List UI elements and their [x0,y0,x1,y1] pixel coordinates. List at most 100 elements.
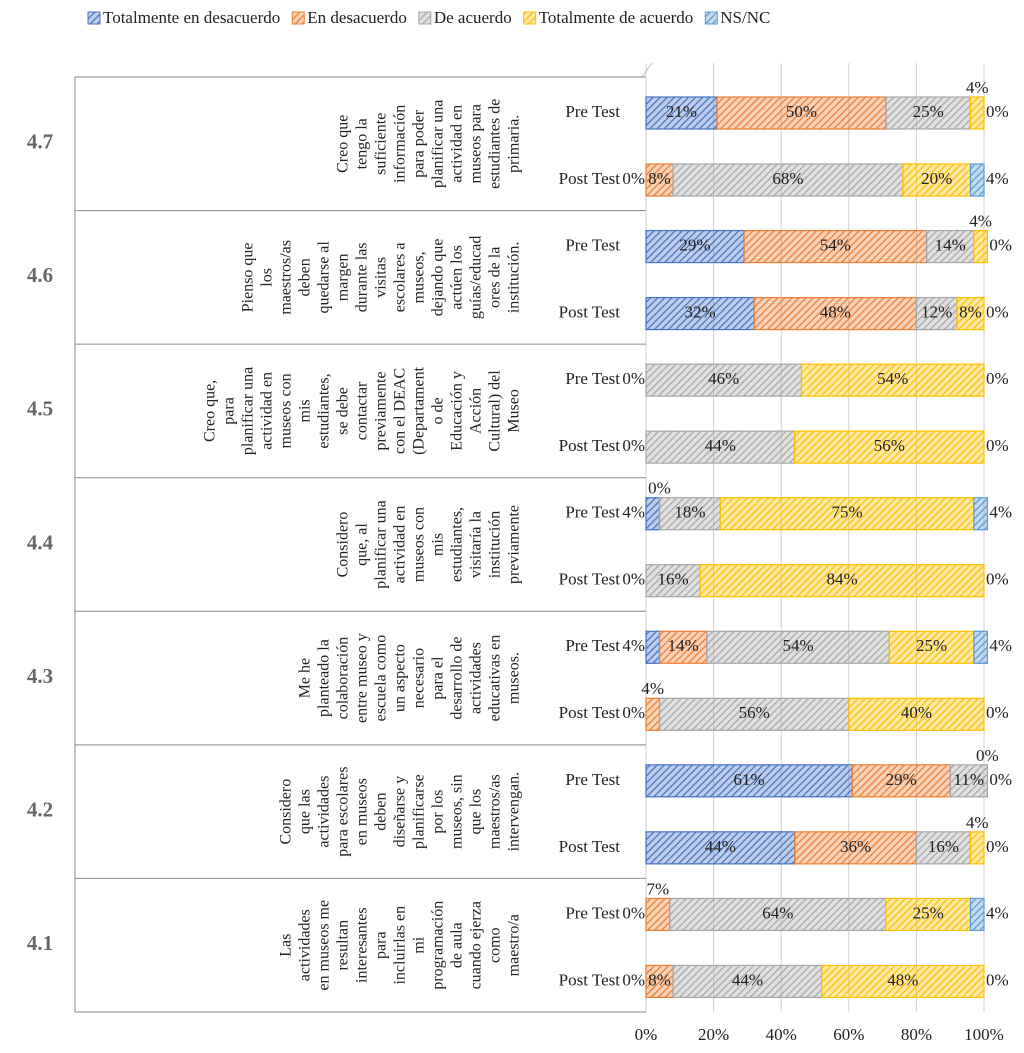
value-label: 44% [705,837,736,856]
category-label: Post Test [559,970,621,989]
legend-label: NS/NC [720,8,770,27]
bar-segment [658,497,721,531]
question-text: Me he [297,658,314,698]
bar-segment [888,630,975,664]
value-label: 54% [820,235,851,254]
value-label: 16% [657,570,688,589]
question-text: actividades [316,776,333,848]
bar-segment [645,163,674,197]
question-text: quedarse al [316,241,333,314]
question-text: planificar una [240,367,257,455]
bar-segment [699,564,985,598]
question-text: mis [430,533,447,556]
x-tick-label: 40% [766,1025,797,1044]
bar-segment [969,897,985,932]
question-text: para el [430,656,447,700]
question-text: durante las [354,242,371,312]
question-text: entre museo y [354,633,371,723]
category-label: Post Test [559,169,621,188]
value-label: 64% [762,903,793,922]
value-label: 0% [622,436,645,455]
question-code: 4.6 [27,263,53,287]
bar-segment [915,296,958,331]
value-label: 0% [986,703,1009,722]
value-label: 0% [622,369,645,388]
value-label: 0% [622,903,645,922]
question-text: para [373,931,390,959]
question-text: ores de la [487,247,504,308]
legend-swatch [523,11,537,25]
value-label: 8% [648,970,671,989]
bar-segment [885,96,972,130]
bar-segment [706,630,890,664]
value-label: 0% [622,570,645,589]
bar-segment [645,363,803,397]
value-label: 14% [935,235,966,254]
bar-segment [794,430,985,464]
value-label: 21% [666,102,697,121]
question-text: planificarse [411,774,428,849]
question-text: maestro/a [506,914,523,976]
question-text: como [487,927,504,963]
value-label: 0% [989,770,1012,789]
value-label: 0% [622,970,645,989]
bar-segment [743,229,928,264]
question-text: para [221,397,238,425]
category-label: Pre Test [565,503,620,522]
value-label: 0% [648,479,671,498]
bar-segment [969,96,985,130]
legend-swatch [87,11,101,25]
question-text: para poder [411,109,428,178]
value-label: 18% [674,503,705,522]
bar-segment [645,764,853,798]
category-label: Post Test [559,837,621,856]
value-label: 11% [954,770,985,789]
question-text: diseñarse y [392,776,409,848]
bar-segment [956,296,985,331]
bar-segment [973,630,988,664]
bar-segment [645,229,745,264]
category-label: Post Test [559,570,621,589]
value-label: 44% [705,436,736,455]
value-label: 46% [708,369,739,388]
value-label: 7% [646,879,669,898]
question-text: actividades [468,642,485,714]
value-label: 25% [913,903,944,922]
question-code: 4.3 [27,664,53,688]
question-text: estudiantes, [449,507,466,582]
question-code: 4.7 [27,130,53,154]
value-label: 4% [989,636,1012,655]
x-tick-label: 60% [833,1025,864,1044]
bar-segment [669,897,887,932]
legend-label: Totalmente en desacuerdo [103,8,280,27]
legend-label: En desacuerdo [307,8,407,27]
question-text: en museos me [316,900,333,991]
bar-segment [973,497,988,531]
question-text: museos con [411,507,428,582]
question-text: de aula [449,922,466,968]
question-text: Cultural) del [487,370,504,452]
bar-segment [645,697,661,731]
question-text: que las [297,789,314,834]
question-text: primaria. [506,115,523,173]
category-label: Pre Test [565,369,620,388]
question-text: desarrollo de [449,637,466,720]
question-text: contactar [354,381,371,440]
question-text: planteado la [316,639,333,717]
value-label: 54% [783,636,814,655]
value-label: 0% [986,102,1009,121]
value-label: 0% [986,369,1009,388]
question-text: (Departament [411,366,428,455]
value-label: 25% [913,102,944,121]
question-code: 4.4 [27,530,54,554]
bar-segment [969,163,985,197]
value-label: 56% [739,703,770,722]
legend-swatch [291,11,305,25]
bar-segment [719,497,975,531]
question-text: planificar una [430,100,447,188]
question-text: planificar una [373,500,390,588]
question-text: en museos [354,778,371,845]
legend-swatch [418,11,432,25]
question-text: estudiantes de [487,99,504,189]
